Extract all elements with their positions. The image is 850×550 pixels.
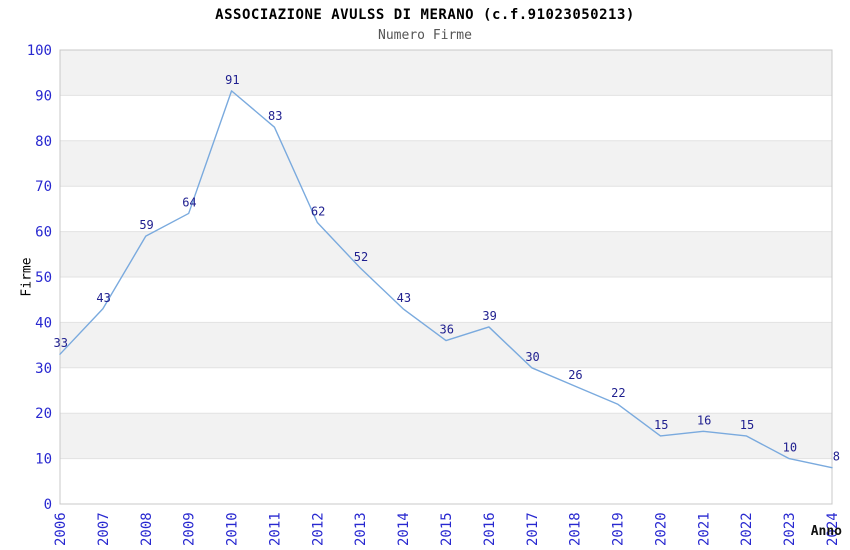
- chart-title: ASSOCIAZIONE AVULSS DI MERANO (c.f.91023…: [215, 7, 635, 23]
- plot-background-band: [60, 231, 832, 277]
- x-tick-label: 2016: [482, 512, 498, 546]
- x-tick-label: 2009: [182, 512, 198, 546]
- data-point-label: 36: [440, 323, 454, 337]
- data-point-label: 62: [311, 205, 325, 219]
- plot-background-band: [60, 413, 832, 459]
- x-tick-label: 2011: [267, 512, 283, 546]
- data-point-label: 10: [783, 441, 797, 455]
- data-point-label: 26: [568, 368, 582, 382]
- x-tick-label: 2020: [653, 512, 669, 546]
- data-point-label: 43: [96, 291, 110, 305]
- y-tick-label: 40: [35, 315, 52, 331]
- x-tick-label: 2013: [353, 512, 369, 546]
- data-point-label: 52: [354, 250, 368, 264]
- x-tick-label: 2008: [139, 512, 155, 546]
- chart-subtitle: Numero Firme: [378, 28, 472, 43]
- data-point-label: 15: [740, 418, 754, 432]
- x-tick-label: 2010: [225, 512, 241, 546]
- y-tick-label: 80: [35, 134, 52, 150]
- data-point-label: 64: [182, 195, 196, 209]
- y-axis-title: Firme: [19, 257, 35, 297]
- x-tick-label: 2018: [568, 512, 584, 546]
- data-point-label: 8: [833, 450, 840, 464]
- y-tick-label: 50: [35, 270, 52, 286]
- y-tick-label: 30: [35, 361, 52, 377]
- data-point-label: 91: [225, 73, 239, 87]
- y-tick-label: 100: [27, 43, 52, 59]
- y-tick-label: 60: [35, 225, 52, 241]
- x-tick-label: 2007: [96, 512, 112, 546]
- plot-border: [59, 49, 833, 505]
- x-tick-label: 2017: [525, 512, 541, 546]
- data-point-label: 22: [611, 386, 625, 400]
- x-tick-label: 2022: [739, 512, 755, 546]
- y-tick-label: 90: [35, 88, 52, 104]
- x-tick-label: 2015: [439, 512, 455, 546]
- data-point-label: 83: [268, 109, 282, 123]
- x-tick-label: 2023: [782, 512, 798, 546]
- x-tick-label: 2014: [396, 512, 412, 546]
- y-tick-label: 0: [44, 497, 52, 513]
- plot-background-band: [60, 322, 832, 368]
- x-tick-label: 2006: [53, 512, 69, 546]
- plot-background-band: [60, 140, 832, 187]
- data-point-label: 39: [482, 309, 496, 323]
- y-tick-label: 20: [35, 406, 52, 422]
- data-point-label: 59: [139, 218, 153, 232]
- plot-background-band: [60, 50, 832, 96]
- data-point-label: 30: [525, 350, 539, 364]
- data-point-label: 43: [397, 291, 411, 305]
- x-tick-label: 2012: [310, 512, 326, 546]
- data-point-label: 16: [697, 413, 711, 427]
- data-point-label: 15: [654, 418, 668, 432]
- x-tick-label: 2021: [696, 512, 712, 546]
- x-tick-label: 2019: [611, 512, 627, 546]
- data-point-label: 33: [54, 336, 68, 350]
- y-tick-label: 10: [35, 452, 52, 468]
- x-tick-label: 2024: [825, 512, 841, 546]
- y-tick-label: 70: [35, 179, 52, 195]
- data-line: [59, 90, 833, 469]
- x-axis-title: Anno: [810, 524, 842, 539]
